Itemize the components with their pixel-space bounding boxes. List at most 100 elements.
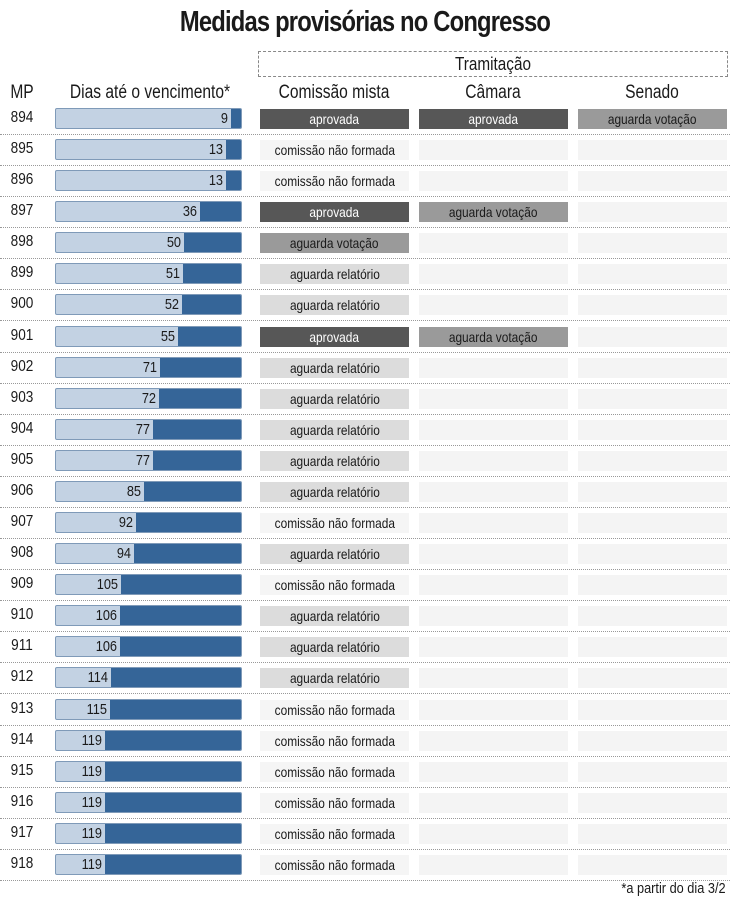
days-bar: 94 bbox=[55, 543, 242, 565]
senado-status-cell bbox=[578, 730, 727, 751]
comissao-status-cell: aguarda relatório bbox=[260, 357, 409, 378]
comissao-status-cell: comissão não formada bbox=[260, 699, 409, 720]
senado-status-cell bbox=[578, 233, 727, 254]
camara-status-cell bbox=[419, 606, 568, 627]
row-divider bbox=[0, 506, 730, 508]
days-bar-fill bbox=[153, 419, 241, 439]
comissao-status-cell: aprovada bbox=[260, 202, 409, 223]
senado-status-cell bbox=[578, 544, 727, 565]
senado-status-cell bbox=[578, 202, 727, 223]
days-value-label: 52 bbox=[164, 296, 179, 314]
senado-status-cell bbox=[578, 326, 727, 347]
days-value-label: 72 bbox=[141, 389, 156, 407]
comissao-status-cell: comissão não formada bbox=[260, 761, 409, 782]
comissao-status-label: comissão não formada bbox=[274, 173, 395, 190]
comissao-status-cell: aguarda relatório bbox=[260, 264, 409, 285]
days-bar-fill bbox=[178, 326, 241, 346]
camara-status-cell bbox=[419, 419, 568, 440]
camara-status-cell bbox=[419, 264, 568, 285]
row-divider bbox=[0, 724, 730, 726]
comissao-status-cell: aguarda relatório bbox=[260, 388, 409, 409]
mp-number: 916 bbox=[10, 792, 34, 810]
days-value-label: 13 bbox=[208, 172, 223, 190]
table-row: 918 119 comissão não formada bbox=[0, 850, 730, 881]
days-bar: 36 bbox=[55, 201, 242, 223]
table-row: 917 119 comissão não formada bbox=[0, 819, 730, 850]
comissao-status-label: aguarda relatório bbox=[289, 670, 380, 687]
days-value-label: 119 bbox=[81, 855, 102, 873]
camara-status-cell bbox=[419, 730, 568, 751]
days-bar-fill bbox=[183, 264, 241, 284]
days-bar: 77 bbox=[55, 418, 242, 440]
table-row: 898 50 aguarda votação bbox=[0, 228, 730, 260]
comissao-status-cell: aguarda relatório bbox=[260, 544, 409, 565]
days-bar: 77 bbox=[55, 449, 242, 471]
table-row: 903 72 aguarda relatório bbox=[0, 384, 730, 415]
mp-number: 894 bbox=[10, 109, 34, 126]
chart-title: Medidas provisórias no Congresso bbox=[179, 6, 551, 38]
camara-status-cell bbox=[419, 450, 568, 471]
days-bar: 106 bbox=[55, 636, 242, 658]
row-divider bbox=[0, 444, 730, 446]
comissao-status-cell: comissão não formada bbox=[260, 575, 409, 596]
comissao-status-label: comissão não formada bbox=[274, 142, 395, 159]
mp-number: 917 bbox=[10, 823, 34, 841]
comissao-status-label: comissão não formada bbox=[274, 794, 395, 811]
senado-status-cell bbox=[578, 761, 727, 782]
comissao-status-cell: aprovada bbox=[260, 109, 409, 129]
table-row: 900 52 aguarda relatório bbox=[0, 290, 730, 322]
comissao-status-cell: aprovada bbox=[260, 326, 409, 347]
row-divider bbox=[0, 538, 730, 540]
mp-number: 914 bbox=[10, 730, 34, 748]
senado-status-cell bbox=[578, 575, 727, 596]
days-value-label: 85 bbox=[126, 482, 141, 500]
camara-status-cell bbox=[419, 761, 568, 782]
table-row: 896 13 comissão não formada bbox=[0, 166, 730, 198]
comissao-status-label: aguarda relatório bbox=[289, 452, 380, 469]
comissao-status-label: aguarda relatório bbox=[289, 359, 380, 376]
camara-status-cell bbox=[419, 140, 568, 161]
days-bar-fill bbox=[111, 668, 241, 688]
camara-status-cell bbox=[419, 295, 568, 316]
row-divider bbox=[0, 817, 730, 819]
days-bar: 13 bbox=[55, 139, 242, 161]
table-row: 894 9 aprovada aprovada aguarda votação bbox=[0, 104, 730, 135]
days-bar: 92 bbox=[55, 512, 242, 534]
days-bar-fill bbox=[226, 171, 241, 191]
days-value-label: 36 bbox=[182, 203, 197, 221]
days-bar-fill bbox=[105, 823, 241, 843]
row-divider bbox=[0, 631, 730, 633]
camara-status-cell bbox=[419, 854, 568, 875]
camara-status-label: aguarda votação bbox=[449, 328, 538, 345]
senado-status-cell bbox=[578, 450, 727, 471]
comissao-status-label: aguarda relatório bbox=[289, 297, 380, 314]
footnote: *a partir do dia 3/2 bbox=[621, 880, 726, 897]
row-divider bbox=[0, 165, 730, 167]
row-divider bbox=[0, 413, 730, 415]
table-row: 910 106 aguarda relatório bbox=[0, 601, 730, 633]
senado-status-cell bbox=[578, 295, 727, 316]
days-bar-fill bbox=[200, 202, 241, 222]
table-row: 907 92 comissão não formada bbox=[0, 508, 730, 540]
tramitacao-box bbox=[258, 51, 728, 77]
row-divider bbox=[0, 227, 730, 229]
table-row: 902 71 aguarda relatório bbox=[0, 353, 730, 384]
mp-number: 895 bbox=[10, 140, 34, 158]
days-value-label: 114 bbox=[87, 669, 108, 687]
mp-number: 902 bbox=[10, 357, 34, 375]
mp-number: 907 bbox=[10, 513, 34, 531]
days-bar: 114 bbox=[55, 667, 242, 689]
days-bar: 119 bbox=[55, 822, 242, 844]
days-bar-fill bbox=[144, 481, 241, 501]
days-bar: 71 bbox=[55, 356, 242, 378]
days-value-label: 106 bbox=[95, 638, 117, 656]
row-divider bbox=[0, 320, 730, 322]
mp-number: 912 bbox=[10, 668, 34, 686]
days-bar-fill bbox=[105, 761, 241, 781]
days-bar: 106 bbox=[55, 605, 242, 627]
camara-status-cell bbox=[419, 544, 568, 565]
senado-status-cell bbox=[578, 140, 727, 161]
mp-number: 904 bbox=[10, 419, 34, 437]
camara-status-cell bbox=[419, 575, 568, 596]
camara-status-cell bbox=[419, 699, 568, 720]
